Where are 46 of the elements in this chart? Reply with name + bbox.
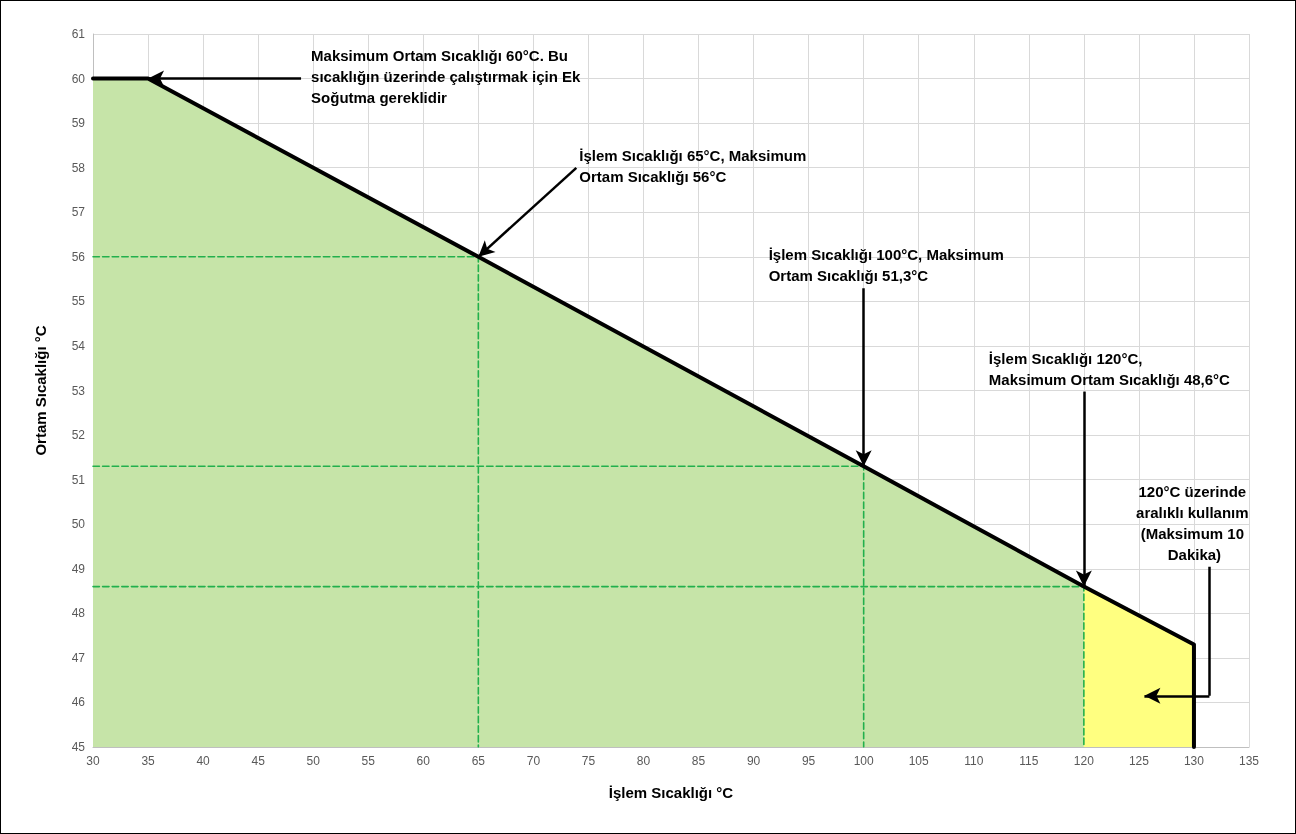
y-tick-label: 45 [71, 740, 86, 754]
x-tick-label: 95 [801, 754, 816, 768]
x-tick-label: 60 [416, 754, 431, 768]
y-axis-title: Ortam Sıcaklığı °C [32, 325, 49, 456]
x-tick-label: 120 [1073, 754, 1095, 768]
x-tick-label: 135 [1238, 754, 1260, 768]
x-tick-label: 75 [581, 754, 596, 768]
x-tick-label: 65 [471, 754, 486, 768]
x-tick-label: 70 [526, 754, 541, 768]
x-tick-label: 130 [1183, 754, 1205, 768]
x-tick-label: 125 [1128, 754, 1150, 768]
y-tick-label: 46 [71, 695, 86, 710]
annotation: İşlem Sıcaklığı 65°C, Maksimum Ortam Sıcaklığı 56°C [579, 146, 811, 185]
x-tick-label: 50 [306, 754, 321, 768]
x-tick-label: 35 [141, 754, 156, 768]
x-tick-label: 85 [691, 754, 706, 768]
y-tick-label: 60 [71, 71, 86, 86]
x-tick-label: 45 [251, 754, 266, 768]
y-tick-label: 55 [71, 294, 86, 309]
y-tick-label: 50 [71, 517, 86, 532]
x-tick-label: 115 [1019, 754, 1039, 768]
x-axis-title: İşlem Sıcaklığı °C [608, 784, 734, 801]
y-tick-label: 52 [71, 428, 86, 443]
y-tick-label: 56 [71, 249, 86, 264]
annotation: Maksimum Ortam Sıcaklığı 60°C. Bu sıcaklığın üzerinde çalıştırmak için Ek Soğutma gereklidir [311, 46, 585, 106]
y-tick-label: 51 [71, 472, 86, 487]
x-tick-label: 100 [853, 754, 874, 768]
y-tick-label: 48 [71, 606, 86, 621]
y-tick-label: 49 [71, 561, 86, 576]
x-tick-label: 30 [86, 754, 100, 768]
y-tick-label: 54 [71, 338, 86, 353]
x-tick-label: 110 [964, 754, 984, 768]
x-tick-label: 40 [196, 754, 211, 768]
x-tick-label: 105 [908, 754, 930, 768]
y-tick-label: 57 [71, 205, 86, 220]
y-tick-label: 53 [71, 383, 86, 398]
y-tick-label: 61 [71, 27, 86, 41]
y-tick-label: 59 [71, 116, 86, 131]
annotation: 120°C üzerinde aralıklı kullanım (Maksimum 10 Dakika) [1136, 482, 1253, 563]
x-tick-label: 80 [636, 754, 651, 768]
x-tick-label: 90 [746, 754, 761, 768]
x-tick-label: 55 [361, 754, 376, 768]
y-tick-label: 58 [71, 160, 86, 175]
annotation: İşlem Sıcaklığı 100°C, Maksimum Ortam Sıcaklığı 51,3°C [768, 246, 1009, 285]
annotation: İşlem Sıcaklığı 120°C, Maksimum Ortam Sıcaklığı 48,6°C [988, 349, 1231, 388]
y-tick-label: 47 [71, 650, 86, 665]
